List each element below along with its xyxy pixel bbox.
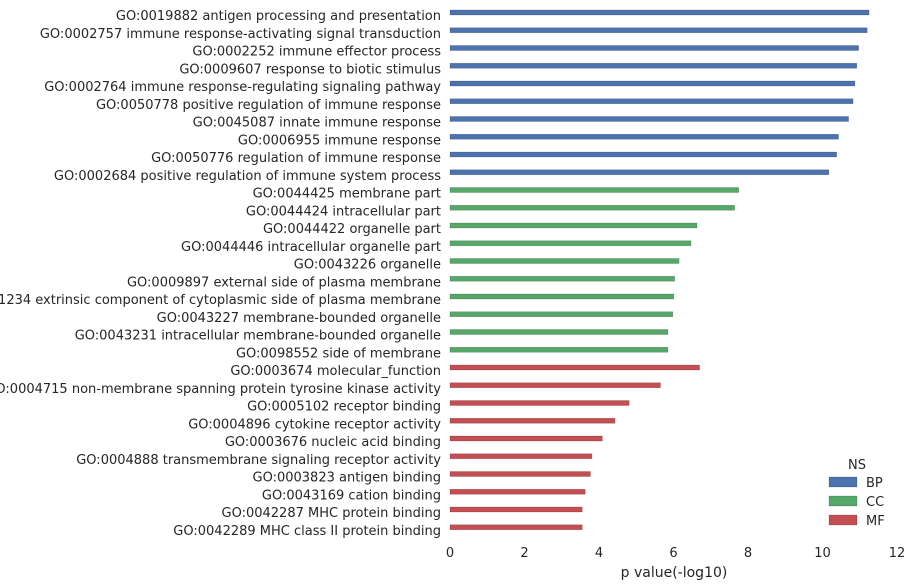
bar-bp: [449, 80, 856, 87]
category-label: GO:0045087 innate immune response: [193, 116, 441, 131]
category-label: GO:0050776 regulation of immune response: [151, 151, 441, 166]
bar-cc: [449, 204, 735, 211]
x-tick-label: 4: [595, 546, 603, 561]
category-label: GO:0044425 membrane part: [253, 187, 441, 202]
x-tick-label: 0: [446, 546, 454, 561]
category-label: GO:0042287 MHC protein binding: [222, 506, 442, 521]
category-label: GO:0003674 molecular_function: [230, 364, 441, 379]
category-label: GO:0019882 antigen processing and presen…: [116, 9, 441, 24]
bar-mf: [449, 524, 583, 531]
bar-bp: [449, 151, 837, 158]
category-label: GO:0002764 immune response-regulating si…: [44, 80, 441, 95]
category-label: GO:0043226 organelle: [294, 258, 441, 273]
category-label: GO:0042289 MHC class II protein binding: [173, 524, 441, 539]
category-label: GO:0098552 side of membrane: [236, 346, 441, 361]
bars-layer: [449, 9, 870, 531]
category-label: GO:0002757 immune response-activating si…: [40, 27, 441, 42]
bar-cc: [449, 275, 675, 282]
bar-cc: [449, 346, 669, 353]
category-label: GO:0006955 immune response: [238, 133, 441, 148]
x-tick-label: 12: [889, 546, 906, 561]
bar-mf: [449, 382, 661, 389]
bar-mf: [449, 471, 591, 477]
category-label: GO:0009607 response to biotic stimulus: [179, 62, 441, 77]
bar-cc: [449, 329, 669, 335]
category-label: GO:0031234 extrinsic component of cytopl…: [0, 293, 441, 308]
legend: NS BP CC MF: [828, 458, 885, 529]
bar-bp: [449, 27, 868, 34]
category-label: GO:0002252 immune effector process: [192, 45, 441, 60]
bar-bp: [449, 133, 839, 140]
bar-cc: [449, 187, 739, 193]
bar-mf: [449, 435, 603, 442]
category-label: GO:0043231 intracellular membrane-bounde…: [75, 329, 441, 344]
bar-bp: [449, 169, 830, 176]
bar-cc: [449, 258, 680, 264]
legend-label-bp: BP: [866, 476, 883, 491]
category-label: GO:0002684 positive regulation of immune…: [54, 169, 441, 184]
bar-mf: [449, 453, 593, 460]
legend-label-cc: CC: [866, 495, 884, 510]
category-label: GO:0043169 cation binding: [262, 488, 441, 503]
x-tick-label: 2: [520, 546, 528, 561]
bar-cc: [449, 222, 698, 229]
bar-bp: [449, 9, 870, 16]
x-axis-ticks: 0 2 4 6 8 10 12: [446, 546, 905, 561]
category-label: GO:0043227 membrane-bounded organelle: [157, 311, 441, 326]
category-label: GO:0003676 nucleic acid binding: [225, 435, 441, 450]
bar-mf: [449, 417, 616, 424]
legend-title: NS: [848, 458, 866, 473]
category-labels: GO:0019882 antigen processing and presen…: [0, 9, 441, 539]
bar-bp: [449, 116, 849, 122]
x-tick-label: 10: [814, 546, 831, 561]
bar-cc: [449, 240, 692, 247]
category-label: GO:0044422 organelle part: [263, 222, 441, 237]
category-label: GO:0004715 non-membrane spanning protein…: [0, 382, 441, 397]
legend-swatch-bp: [828, 476, 858, 488]
bar-bp: [449, 98, 854, 105]
category-label: GO:0044424 intracellular part: [246, 204, 441, 219]
x-axis-label: p value(-log10): [621, 565, 728, 581]
x-tick-label: 6: [669, 546, 677, 561]
category-label: GO:0050778 positive regulation of immune…: [96, 98, 441, 113]
bar-cc: [449, 293, 675, 300]
bar-cc: [449, 311, 674, 318]
category-label: GO:0004888 transmembrane signaling recep…: [76, 453, 441, 468]
category-label: GO:0003823 antigen binding: [253, 471, 441, 486]
bar-bp: [449, 62, 858, 69]
bar-mf: [449, 364, 700, 371]
legend-swatch-mf: [828, 514, 858, 526]
bar-bp: [449, 45, 859, 51]
category-label: GO:0005102 receptor binding: [247, 400, 441, 415]
category-label: GO:0004896 cytokine receptor activity: [188, 417, 441, 432]
bar-mf: [449, 506, 583, 513]
category-label: GO:0044446 intracellular organelle part: [181, 240, 441, 255]
bar-mf: [449, 400, 630, 406]
legend-label-mf: MF: [866, 514, 885, 529]
category-label: GO:0009897 external side of plasma membr…: [127, 275, 441, 290]
bar-mf: [449, 488, 586, 495]
x-tick-label: 8: [744, 546, 752, 561]
legend-swatch-cc: [828, 495, 858, 507]
